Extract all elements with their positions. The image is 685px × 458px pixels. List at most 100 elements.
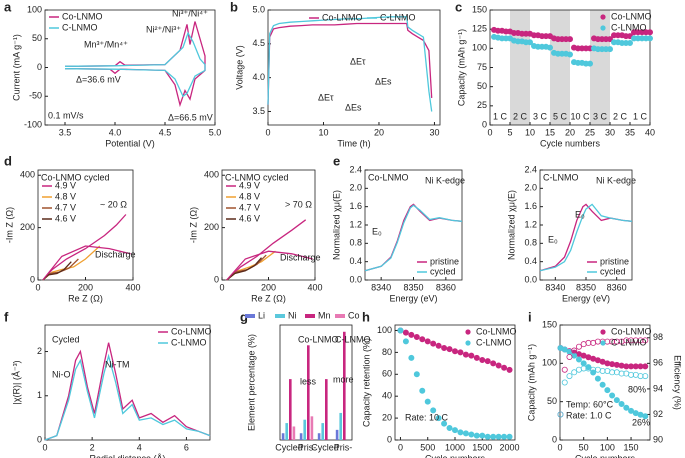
y-tick-label: 1.2 [349, 219, 362, 229]
legend-label: 4.8 V [55, 191, 76, 201]
x-tick-label: 2000 [500, 442, 520, 452]
shade-band [510, 10, 530, 125]
y-tick-label: 0 [552, 434, 557, 444]
y-tick-label: 100 [472, 43, 487, 53]
legend-swatch [335, 314, 345, 318]
bar [339, 412, 342, 440]
annotation: Ni³⁺/Ni⁴⁺ [172, 8, 208, 18]
panel-title: C-LNMO cycled [225, 172, 289, 182]
legend-label: Co-LNMO [171, 326, 212, 336]
point [501, 364, 508, 371]
x-tick-label: 15 [545, 127, 555, 137]
y-tick-label: 0.0 [349, 274, 362, 284]
x-tick-label: 10 [318, 127, 328, 137]
legend-label: C-LNMO [611, 337, 647, 347]
point [561, 346, 568, 353]
point [594, 338, 601, 345]
annotation: Discharge [280, 252, 321, 262]
point [473, 432, 480, 439]
x-tick-label: 5 [507, 127, 512, 137]
legend-label: Mn [318, 310, 331, 320]
y-axis-label: Capacity (mAh g⁻¹) [526, 344, 536, 421]
y-tick-label: 400 [20, 170, 35, 180]
point [607, 46, 614, 53]
annotation: 2 C [513, 111, 528, 121]
plot-frame [559, 324, 651, 441]
point [587, 60, 594, 67]
y-tick-label: 0 [30, 274, 35, 284]
legend-label: 4.9 V [55, 180, 76, 190]
shade-band [550, 10, 570, 125]
point [613, 397, 620, 404]
series-line [539, 203, 633, 272]
x-tick-label: 0 [35, 282, 40, 292]
plot-frame [37, 169, 134, 281]
annotation: E₀ [372, 226, 382, 236]
point [547, 44, 554, 51]
y-tick-label: 0 [387, 434, 392, 444]
x-tick-label: Pris- [334, 442, 353, 452]
series-line [42, 214, 127, 281]
legend-swatch [245, 314, 255, 318]
point [501, 433, 508, 440]
annotation: ΔEs [375, 76, 392, 86]
point [623, 404, 630, 411]
x-tick-label: 35 [625, 127, 635, 137]
series-line [44, 342, 211, 441]
legend-swatch [600, 14, 606, 20]
x-axis-label: Cycle numbers [425, 453, 486, 458]
legend-label: Ni [288, 310, 297, 320]
annotation: ΔEτ [350, 56, 366, 66]
annotation: 0.1 mV/s [48, 110, 84, 120]
legend-label: C-LNMO [476, 337, 512, 347]
bar [321, 423, 324, 440]
y-tick-label: 0 [214, 274, 219, 284]
annotation: Δ=36.6 mV [76, 74, 121, 84]
annotation: Temp: 60°C [566, 399, 614, 409]
point [628, 371, 635, 378]
annotation: Co-LNMO [298, 334, 339, 344]
series-line [42, 245, 131, 281]
series-line [226, 250, 313, 281]
y-tick-label: 4.5 [252, 38, 265, 48]
point [599, 381, 606, 388]
point [451, 427, 458, 434]
point [566, 373, 573, 380]
point [435, 415, 442, 422]
y-axis-label: -Im Z (Ω) [188, 207, 198, 243]
annotation: Ni²⁺/Ni³⁺ [146, 24, 181, 34]
point [408, 354, 415, 361]
point [604, 387, 611, 394]
annotation: > 70 Ω [285, 199, 312, 209]
x-tick-label: 8360 [436, 282, 456, 292]
x-tick-label: 8340 [371, 282, 391, 292]
y2-axis-label: Efficiency (%) [673, 355, 683, 410]
x-tick-label: Pris- [298, 442, 317, 452]
x-axis-label: Radial distance (Å) [89, 453, 165, 458]
annotation: E₀ [575, 209, 585, 219]
legend-swatch [600, 340, 606, 346]
x-axis-label: Re Z (Ω) [251, 293, 286, 303]
annotation: Mn³⁺/Mn⁴⁺ [84, 39, 128, 49]
point [594, 375, 601, 382]
series-line [226, 250, 276, 281]
y2-tick-label: 92 [653, 409, 663, 419]
x-axis-label: Cycle numbers [540, 138, 601, 148]
legend-label: Co-LNMO [62, 11, 103, 21]
panel-letter: f [4, 309, 9, 324]
point [451, 348, 458, 355]
legend-label: Co [348, 310, 360, 320]
x-axis-label: Re Z (Ω) [68, 293, 103, 303]
panel-letter: a [4, 0, 12, 14]
point [627, 39, 634, 46]
point [402, 338, 409, 345]
x-tick-label: 150 [624, 442, 639, 452]
y-tick-label: 0 [482, 119, 487, 129]
y-tick-label: 50 [547, 396, 557, 406]
point [479, 432, 486, 439]
y-tick-label: -50 [29, 91, 42, 101]
point [557, 411, 564, 418]
point [441, 420, 448, 427]
series-line [364, 204, 463, 272]
point [618, 362, 625, 369]
